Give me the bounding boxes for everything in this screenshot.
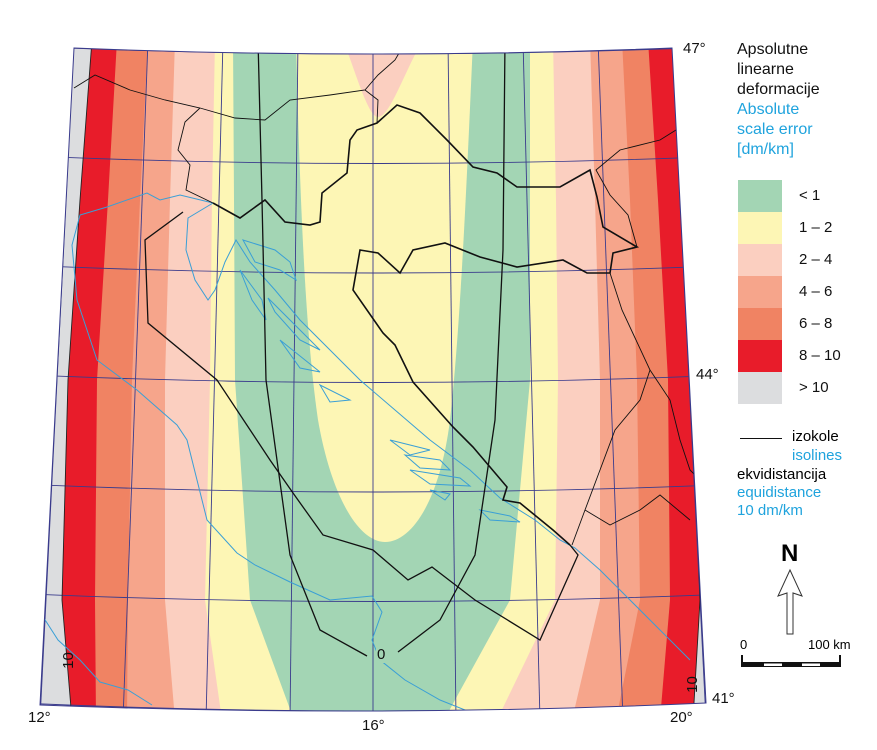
scale-start-label: 0: [740, 637, 748, 652]
legend-swatch: [738, 340, 782, 372]
equidistance-label-en: equidistance: [737, 484, 822, 501]
legend-class-label: 2 – 4: [799, 251, 833, 268]
lat-label-47: 47°: [683, 40, 706, 57]
parallel-line: [40, 155, 706, 164]
isoline-label-10-left: 10: [59, 652, 77, 669]
border-slovenia-austria: [73, 48, 403, 121]
legend-title-en-1: Absolute: [737, 101, 800, 118]
legend-title-hr-3: deformacije: [737, 81, 820, 98]
legend-class: 1 – 2: [737, 212, 877, 244]
legend-swatch: [738, 372, 782, 404]
meridian-line: [205, 48, 224, 712]
lat-label-41: 41°: [712, 690, 735, 707]
projection-area-boundary: [144, 211, 579, 641]
legend-swatch: [738, 308, 782, 340]
legend: Apsolutne linearne deformacije Absolute …: [737, 40, 877, 519]
equidistance-label-hr: ekvidistancija: [737, 466, 827, 483]
island: [279, 339, 321, 373]
equidistance-value: 10 dm/km: [737, 502, 803, 519]
lon-label-12: 12°: [28, 709, 51, 726]
coastline-italy: [71, 192, 481, 712]
isolines-label-en: isolines: [792, 447, 843, 464]
legend-class-label: 1 – 2: [799, 219, 833, 236]
legend-title-hr-1: Apsolutne: [737, 41, 809, 58]
parallel-line: [40, 374, 706, 383]
legend-class: 4 – 6: [737, 276, 877, 308]
legend-class: 8 – 10: [737, 340, 877, 372]
lon-label-16: 16°: [362, 717, 385, 734]
legend-equidistance: ekvidistancija equidistance 10 dm/km: [737, 466, 826, 520]
isoline-10-left: [61, 48, 93, 712]
map-frame: [39, 47, 707, 712]
legend-title-en-3: [dm/km]: [737, 141, 794, 158]
meridian-line: [522, 48, 541, 712]
coastline-croatia: [185, 202, 691, 661]
coastline-italy-south: [40, 611, 153, 706]
island: [478, 509, 521, 523]
isoline-label-0: 0: [376, 646, 387, 663]
north-label: N: [781, 540, 799, 567]
scale-end-label: 100 km: [808, 637, 851, 652]
legend-title-en-2: scale error: [737, 121, 813, 138]
isoline-sample: [740, 438, 782, 439]
island: [403, 454, 452, 471]
legend-class-label: 4 – 6: [799, 283, 833, 300]
meridian-line: [447, 48, 457, 712]
band-2-4-inner: [343, 48, 423, 117]
legend-class-label: 6 – 8: [799, 315, 833, 332]
legend-class: > 10: [737, 372, 877, 404]
north-arrow-icon: [777, 568, 803, 635]
island: [429, 489, 451, 501]
legend-swatch: [738, 276, 782, 308]
border-serbia-east: [649, 369, 701, 481]
island: [239, 269, 267, 321]
parallel-line: [40, 264, 706, 274]
island: [241, 239, 297, 282]
border-slovenia-hungary: [364, 89, 379, 124]
border-croatia: [212, 104, 640, 546]
legend-title-hr-2: linearne: [737, 61, 794, 78]
band-1-2-inner: [296, 48, 473, 542]
island: [267, 297, 321, 351]
isoline-0: [257, 48, 506, 657]
island: [318, 383, 352, 403]
legend-class-label: < 1: [799, 187, 821, 204]
scale-bar: [741, 655, 841, 667]
meridian-line: [122, 48, 149, 712]
parallel-line: [40, 483, 706, 493]
isolines-label-hr: izokole: [792, 428, 839, 445]
lat-label-44: 44°: [696, 366, 719, 383]
legend-swatch: [738, 180, 782, 212]
legend-class-label: > 10: [799, 379, 829, 396]
meridian-line: [289, 48, 299, 712]
border-bosnia-serbia: [571, 272, 651, 546]
border-hungary-serbia: [595, 129, 677, 248]
parallel-line: [40, 593, 706, 602]
border-montenegro: [584, 494, 691, 526]
legend-class: < 1: [737, 180, 877, 212]
meridian-line: [597, 48, 624, 712]
border-slovenia-west: [177, 107, 214, 204]
legend-swatch: [738, 212, 782, 244]
legend-swatch: [738, 244, 782, 276]
legend-class-label: 8 – 10: [799, 347, 841, 364]
legend-class: 6 – 8: [737, 308, 877, 340]
island: [409, 469, 472, 487]
lon-label-20: 20°: [670, 709, 693, 726]
island: [389, 439, 431, 456]
isoline-label-10-right: 10: [683, 676, 701, 693]
legend-class: 2 – 4: [737, 244, 877, 276]
